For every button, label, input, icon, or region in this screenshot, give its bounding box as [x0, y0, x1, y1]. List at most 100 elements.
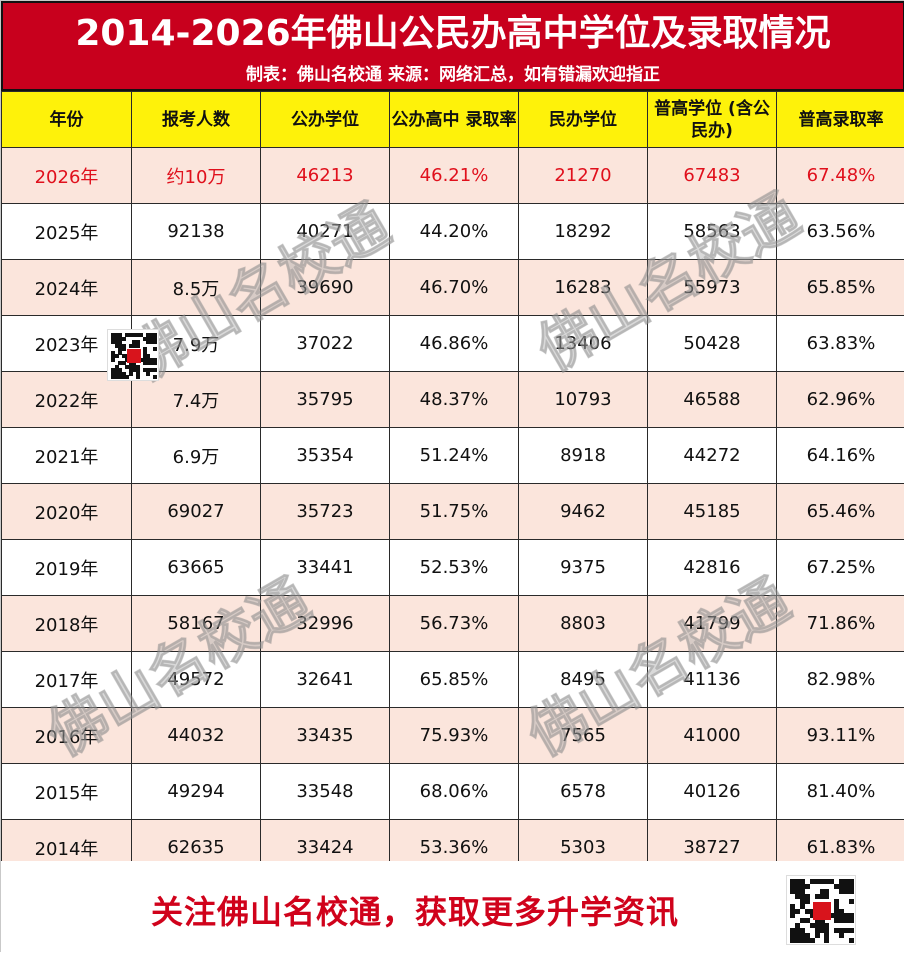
cell-total-seats: 50428 — [648, 316, 777, 372]
cell-private-seats: 8918 — [519, 428, 648, 484]
cell-public-admission-rate: 46.70% — [390, 260, 519, 316]
cell-year: 2018年 — [2, 596, 132, 652]
cell-public-admission-rate: 65.85% — [390, 652, 519, 708]
cell-public-seats: 33548 — [261, 764, 390, 820]
column-header-public-admission-rate: 公办高中 录取率 — [390, 92, 519, 148]
footer: 关注佛山名校通，获取更多升学资讯 — [1, 861, 904, 953]
cell-public-admission-rate: 51.24% — [390, 428, 519, 484]
cell-total-seats: 45185 — [648, 484, 777, 540]
page-title: 2014-2026年佛山公民办高中学位及录取情况 — [3, 9, 903, 59]
header-banner: 2014-2026年佛山公民办高中学位及录取情况 制表：佛山名校通 来源：网络汇… — [1, 1, 904, 91]
qr-code-icon — [107, 329, 159, 381]
cell-public-admission-rate: 56.73% — [390, 596, 519, 652]
cell-private-seats: 9462 — [519, 484, 648, 540]
cell-private-seats: 6578 — [519, 764, 648, 820]
page-subtitle: 制表：佛山名校通 来源：网络汇总，如有错漏欢迎指正 — [3, 63, 903, 87]
cell-applicants: 8.5万 — [132, 260, 261, 316]
column-header-private-seats: 民办学位 — [519, 92, 648, 148]
cell-public-seats: 37022 — [261, 316, 390, 372]
column-header-applicants: 报考人数 — [132, 92, 261, 148]
cell-applicants: 92138 — [132, 204, 261, 260]
cell-applicants: 69027 — [132, 484, 261, 540]
column-header-total-seats: 普高学位 (含公民办) — [648, 92, 777, 148]
cell-year: 2016年 — [2, 708, 132, 764]
cell-public-admission-rate: 52.53% — [390, 540, 519, 596]
cell-total-seats: 42816 — [648, 540, 777, 596]
cell-total-seats: 41136 — [648, 652, 777, 708]
cell-private-seats: 13406 — [519, 316, 648, 372]
cell-applicants: 约10万 — [132, 148, 261, 204]
cell-total-seats: 55973 — [648, 260, 777, 316]
cell-year: 2015年 — [2, 764, 132, 820]
cell-applicants: 63665 — [132, 540, 261, 596]
cell-year: 2017年 — [2, 652, 132, 708]
cell-total-admission-rate: 81.40% — [777, 764, 904, 820]
cell-private-seats: 8803 — [519, 596, 648, 652]
footer-slogan: 关注佛山名校通，获取更多升学资讯 — [151, 887, 679, 933]
cell-public-admission-rate: 75.93% — [390, 708, 519, 764]
cell-total-admission-rate: 67.48% — [777, 148, 904, 204]
cell-applicants: 58167 — [132, 596, 261, 652]
cell-applicants: 44032 — [132, 708, 261, 764]
cell-total-admission-rate: 65.85% — [777, 260, 904, 316]
table-header-row: 年份 报考人数 公办学位 公办高中 录取率 民办学位 普高学位 (含公民办) 普… — [2, 92, 904, 148]
cell-year: 2026年 — [2, 148, 132, 204]
column-header-total-admission-rate: 普高录取率 — [777, 92, 904, 148]
cell-private-seats: 18292 — [519, 204, 648, 260]
cell-total-seats: 67483 — [648, 148, 777, 204]
cell-total-seats: 58563 — [648, 204, 777, 260]
cell-year: 2024年 — [2, 260, 132, 316]
cell-total-seats: 40126 — [648, 764, 777, 820]
cell-private-seats: 16283 — [519, 260, 648, 316]
cell-year: 2019年 — [2, 540, 132, 596]
cell-public-seats: 33441 — [261, 540, 390, 596]
column-header-year: 年份 — [2, 92, 132, 148]
cell-private-seats: 8495 — [519, 652, 648, 708]
qr-code-icon — [786, 875, 856, 945]
cell-total-admission-rate: 71.86% — [777, 596, 904, 652]
cell-public-seats: 32641 — [261, 652, 390, 708]
cell-applicants: 6.9万 — [132, 428, 261, 484]
cell-public-seats: 35354 — [261, 428, 390, 484]
cell-public-seats: 46213 — [261, 148, 390, 204]
cell-public-admission-rate: 68.06% — [390, 764, 519, 820]
cell-total-admission-rate: 93.11% — [777, 708, 904, 764]
cell-applicants: 49572 — [132, 652, 261, 708]
cell-total-admission-rate: 62.96% — [777, 372, 904, 428]
cell-year: 2021年 — [2, 428, 132, 484]
cell-public-seats: 32996 — [261, 596, 390, 652]
cell-public-seats: 35795 — [261, 372, 390, 428]
cell-public-admission-rate: 46.86% — [390, 316, 519, 372]
cell-public-seats: 33435 — [261, 708, 390, 764]
cell-public-seats: 35723 — [261, 484, 390, 540]
cell-private-seats: 21270 — [519, 148, 648, 204]
cell-total-admission-rate: 65.46% — [777, 484, 904, 540]
cell-public-seats: 40271 — [261, 204, 390, 260]
cell-total-admission-rate: 64.16% — [777, 428, 904, 484]
cell-total-admission-rate: 63.83% — [777, 316, 904, 372]
cell-total-seats: 46588 — [648, 372, 777, 428]
cell-year: 2025年 — [2, 204, 132, 260]
cell-private-seats: 7565 — [519, 708, 648, 764]
cell-public-admission-rate: 51.75% — [390, 484, 519, 540]
cell-total-admission-rate: 67.25% — [777, 540, 904, 596]
cell-year: 2020年 — [2, 484, 132, 540]
column-header-public-seats: 公办学位 — [261, 92, 390, 148]
cell-total-admission-rate: 82.98% — [777, 652, 904, 708]
cell-total-seats: 41000 — [648, 708, 777, 764]
cell-applicants: 49294 — [132, 764, 261, 820]
cell-public-admission-rate: 44.20% — [390, 204, 519, 260]
cell-private-seats: 10793 — [519, 372, 648, 428]
cell-total-seats: 41799 — [648, 596, 777, 652]
cell-total-seats: 44272 — [648, 428, 777, 484]
data-table: 年份 报考人数 公办学位 公办高中 录取率 民办学位 普高学位 (含公民办) 普… — [1, 91, 904, 876]
